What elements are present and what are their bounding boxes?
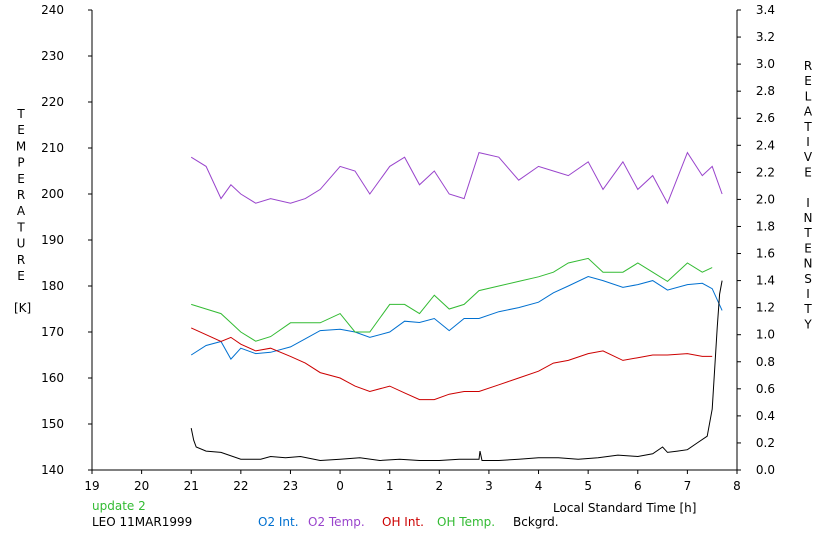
legend-o2-int: O2 Int. xyxy=(258,515,299,529)
y-right-tick-label: 1.4 xyxy=(756,274,775,288)
y-right-tick-label: 2.4 xyxy=(756,138,775,152)
y-right-tick-label: 3.2 xyxy=(756,30,775,44)
y-right-tick-label: 0.0 xyxy=(756,463,775,477)
series-line-bckgrd xyxy=(190,280,723,462)
x-tick-label: 2 xyxy=(435,479,443,493)
y-left-title-letter: E xyxy=(17,123,25,137)
y-axis-left-unit: [K] xyxy=(14,301,31,315)
x-tick-label: 1 xyxy=(386,479,394,493)
y-left-tick-label: 190 xyxy=(41,233,64,247)
y-right-title-letter: E xyxy=(804,165,812,179)
y-right-tick-label: 3.4 xyxy=(756,3,775,17)
x-tick-label: 23 xyxy=(283,479,298,493)
y-right-title-letter: L xyxy=(805,89,812,103)
legend-o2-temp: O2 Temp. xyxy=(308,515,365,529)
x-tick-label: 4 xyxy=(535,479,543,493)
y-left-title-letter: U xyxy=(17,237,26,251)
y-right-title-letter: I xyxy=(806,287,810,301)
y-right-tick-label: 2.6 xyxy=(756,111,775,125)
y-right-title-letter: E xyxy=(804,74,812,88)
x-tick-label: 6 xyxy=(634,479,642,493)
x-tick-label: 7 xyxy=(684,479,692,493)
legend: O2 Int. O2 Temp. OH Int. OH Temp. Bckgrd… xyxy=(258,515,559,529)
y-right-axis: 3.4 3.2 3.0 2.8 2.6 2.4 2.2 2.0 1.8 1.6 1.4 1.2 1.0 0… xyxy=(737,3,775,477)
y-right-title-letter: S xyxy=(804,272,812,286)
y-left-title-letter: E xyxy=(17,269,25,283)
y-right-tick-label: 0.6 xyxy=(756,382,775,396)
y-right-tick-label: 2.2 xyxy=(756,165,775,179)
station-date-label: LEO 11MAR1999 xyxy=(92,515,192,529)
series-line-oh-int xyxy=(190,327,713,401)
y-left-tick-label: 170 xyxy=(41,325,64,339)
y-right-title-letter: T xyxy=(803,120,812,134)
series-line-oh-temp xyxy=(191,257,713,342)
x-tick-label: 21 xyxy=(184,479,199,493)
series-line-o2-temp xyxy=(190,151,723,205)
y-left-title-letter: R xyxy=(17,188,25,202)
x-tick-label: 3 xyxy=(485,479,493,493)
y-right-tick-label: 1.8 xyxy=(756,219,775,233)
y-right-tick-label: 1.0 xyxy=(756,328,775,342)
y-right-tick-label: 2.8 xyxy=(756,84,775,98)
y-left-title-letter: P xyxy=(17,156,24,170)
x-tick-label: 20 xyxy=(134,479,149,493)
legend-oh-int: OH Int. xyxy=(382,515,424,529)
y-left-tick-label: 230 xyxy=(41,49,64,63)
y-left-title-letter: R xyxy=(17,253,25,267)
y-left-title-letter: A xyxy=(17,204,26,218)
y-left-tick-label: 240 xyxy=(41,3,64,17)
y-right-title-letter: R xyxy=(804,59,812,73)
y-left-title-letter: M xyxy=(16,139,26,153)
y-left-tick-label: 150 xyxy=(41,417,64,431)
y-right-title-letter: N xyxy=(804,257,813,271)
series-line-o2-int xyxy=(190,275,723,360)
y-right-title-letter: I xyxy=(806,196,810,210)
y-left-tick-label: 140 xyxy=(41,463,64,477)
y-right-title-letter: T xyxy=(803,302,812,316)
y-right-tick-label: 0.2 xyxy=(756,436,775,450)
y-right-title-letter: T xyxy=(803,226,812,240)
y-left-tick-label: 210 xyxy=(41,141,64,155)
y-left-axis: 240 230 220 210 200 190 180 170 160 150 140 xyxy=(41,3,92,477)
series-layer xyxy=(190,151,723,462)
y-right-title-letter: N xyxy=(804,211,813,225)
y-right-title-letter: V xyxy=(804,150,813,164)
y-left-tick-label: 160 xyxy=(41,371,64,385)
y-right-title-letter: I xyxy=(806,135,810,149)
legend-oh-temp: OH Temp. xyxy=(437,515,495,529)
y-right-title-letter: Y xyxy=(803,317,812,331)
y-right-tick-label: 1.2 xyxy=(756,301,775,315)
update-label: update 2 xyxy=(92,499,146,513)
y-right-title-letter: A xyxy=(804,105,813,119)
x-tick-label: 22 xyxy=(233,479,248,493)
y-right-title-letter: E xyxy=(804,241,812,255)
y-right-tick-label: 1.6 xyxy=(756,247,775,261)
y-left-tick-label: 220 xyxy=(41,95,64,109)
x-axis: 19 20 21 22 23 0 1 2 3 4 5 6 7 8 xyxy=(84,470,741,493)
x-tick-label: 8 xyxy=(733,479,741,493)
x-tick-label: 5 xyxy=(584,479,592,493)
y-left-title-letter: T xyxy=(16,107,25,121)
y-left-tick-label: 200 xyxy=(41,187,64,201)
y-right-tick-label: 0.8 xyxy=(756,355,775,369)
y-right-tick-label: 2.0 xyxy=(756,192,775,206)
legend-bckgrd: Bckgrd. xyxy=(513,515,559,529)
y-right-tick-label: 0.4 xyxy=(756,409,775,423)
y-left-title-letter: E xyxy=(17,172,25,186)
x-tick-label: 19 xyxy=(84,479,99,493)
y-left-title-letter: T xyxy=(16,220,25,234)
x-tick-label: 0 xyxy=(336,479,344,493)
plot-frame xyxy=(91,10,738,471)
y-left-tick-label: 180 xyxy=(41,279,64,293)
x-axis-title: Local Standard Time [h] xyxy=(553,501,696,515)
y-right-tick-label: 3.0 xyxy=(756,57,775,71)
